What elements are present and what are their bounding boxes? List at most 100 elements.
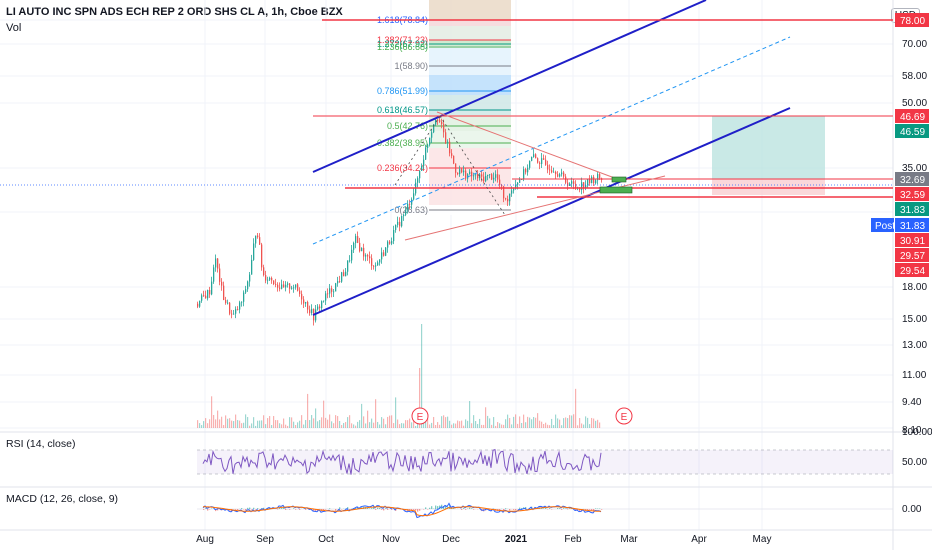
volume-bar (415, 425, 417, 428)
macd-histogram-bar (589, 509, 591, 510)
candle-body (475, 174, 477, 176)
candle-body (227, 302, 229, 304)
price-axis-tick: 50.00 (902, 98, 927, 109)
candle-body (463, 170, 465, 173)
candle-body (317, 306, 319, 310)
volume-bar (217, 410, 219, 428)
candle-body (355, 236, 357, 243)
volume-bar (299, 420, 301, 428)
volume-bar (289, 417, 291, 428)
candle-body (279, 287, 281, 289)
volume-bar (579, 418, 581, 428)
candle-body (349, 260, 351, 262)
macd-histogram-bar (381, 509, 383, 510)
price-label-badge (895, 109, 929, 123)
candle-body (275, 284, 277, 285)
volume-bar (467, 420, 469, 428)
candle-body (535, 154, 537, 159)
volume-bar (505, 419, 507, 428)
rsi-line (202, 448, 602, 475)
volume-bar (301, 415, 303, 428)
volume-bar (531, 419, 533, 428)
candle-body (325, 293, 327, 301)
candle-body (501, 184, 503, 187)
volume-bar (391, 415, 393, 428)
macd-histogram-bar (279, 507, 281, 509)
candle-body (573, 181, 575, 184)
time-axis-tick: Feb (564, 534, 582, 545)
volume-bar (219, 419, 221, 428)
volume-bar (511, 424, 513, 428)
candle-body (357, 236, 359, 243)
candle-body (471, 171, 473, 177)
candle-body (263, 267, 265, 276)
volume-bar (251, 423, 253, 428)
price-label-text: 46.69 (900, 112, 925, 123)
candle-body (335, 283, 337, 292)
channel-lower-line (312, 107, 791, 316)
volume-bar (389, 415, 391, 428)
candle-body (425, 147, 427, 160)
candle-body (261, 244, 263, 268)
volume-bar (245, 414, 247, 428)
volume-bar (227, 418, 229, 428)
volume-bar (243, 422, 245, 428)
candle-body (381, 252, 383, 260)
macd-histogram-bar (325, 509, 327, 510)
fib-zone (429, 0, 511, 20)
volume-bar (285, 424, 287, 428)
candle-body (287, 283, 289, 285)
candle-body (273, 280, 275, 285)
candle-body (539, 162, 541, 164)
candle-body (341, 272, 343, 282)
fib-zone (429, 115, 511, 131)
candle-body (247, 281, 249, 290)
rsi-axis-tick: 100.00 (902, 427, 932, 438)
macd-histogram-bar (373, 507, 375, 509)
volume-bar (485, 407, 487, 428)
price-label-text: 31.83 (900, 205, 925, 216)
candle-body (259, 237, 261, 245)
macd-histogram-bar (245, 509, 247, 511)
candle-body (417, 178, 419, 183)
candle-body (443, 124, 445, 133)
candle-body (473, 175, 475, 177)
macd-histogram-bar (237, 509, 239, 511)
volume-bar (453, 423, 455, 428)
price-axis-tick: 11.00 (902, 370, 927, 381)
candle-body (337, 281, 339, 284)
candle-body (211, 281, 213, 295)
volume-bar (257, 420, 259, 428)
volume-bar (423, 421, 425, 428)
volume-bar (589, 424, 591, 428)
candle-body (597, 174, 599, 181)
candle-body (377, 262, 379, 266)
earnings-marker-label: E (621, 412, 628, 423)
volume-bar (223, 425, 225, 428)
macd-histogram-bar (385, 508, 387, 509)
candle-body (481, 174, 483, 177)
volume-bar (471, 423, 473, 428)
candle-body (531, 156, 533, 161)
candle-body (333, 291, 335, 293)
volume-bar (503, 424, 505, 428)
volume-bar (555, 414, 557, 428)
volume-bar (225, 415, 227, 428)
candle-body (521, 179, 523, 180)
macd-histogram-bar (411, 509, 413, 511)
candle-body (563, 172, 565, 177)
volume-bar (545, 422, 547, 428)
volume-bar (499, 423, 501, 428)
candle-body (523, 169, 525, 180)
candle-body (587, 178, 589, 186)
macd-histogram-bar (565, 508, 567, 509)
volume-bar (497, 422, 499, 428)
candle-body (201, 295, 203, 301)
volume-bar (295, 425, 297, 428)
volume-bar (259, 420, 261, 428)
volume-bar (571, 415, 573, 428)
volume-bar (215, 419, 217, 428)
candle-body (241, 301, 243, 303)
volume-bar (321, 417, 323, 428)
